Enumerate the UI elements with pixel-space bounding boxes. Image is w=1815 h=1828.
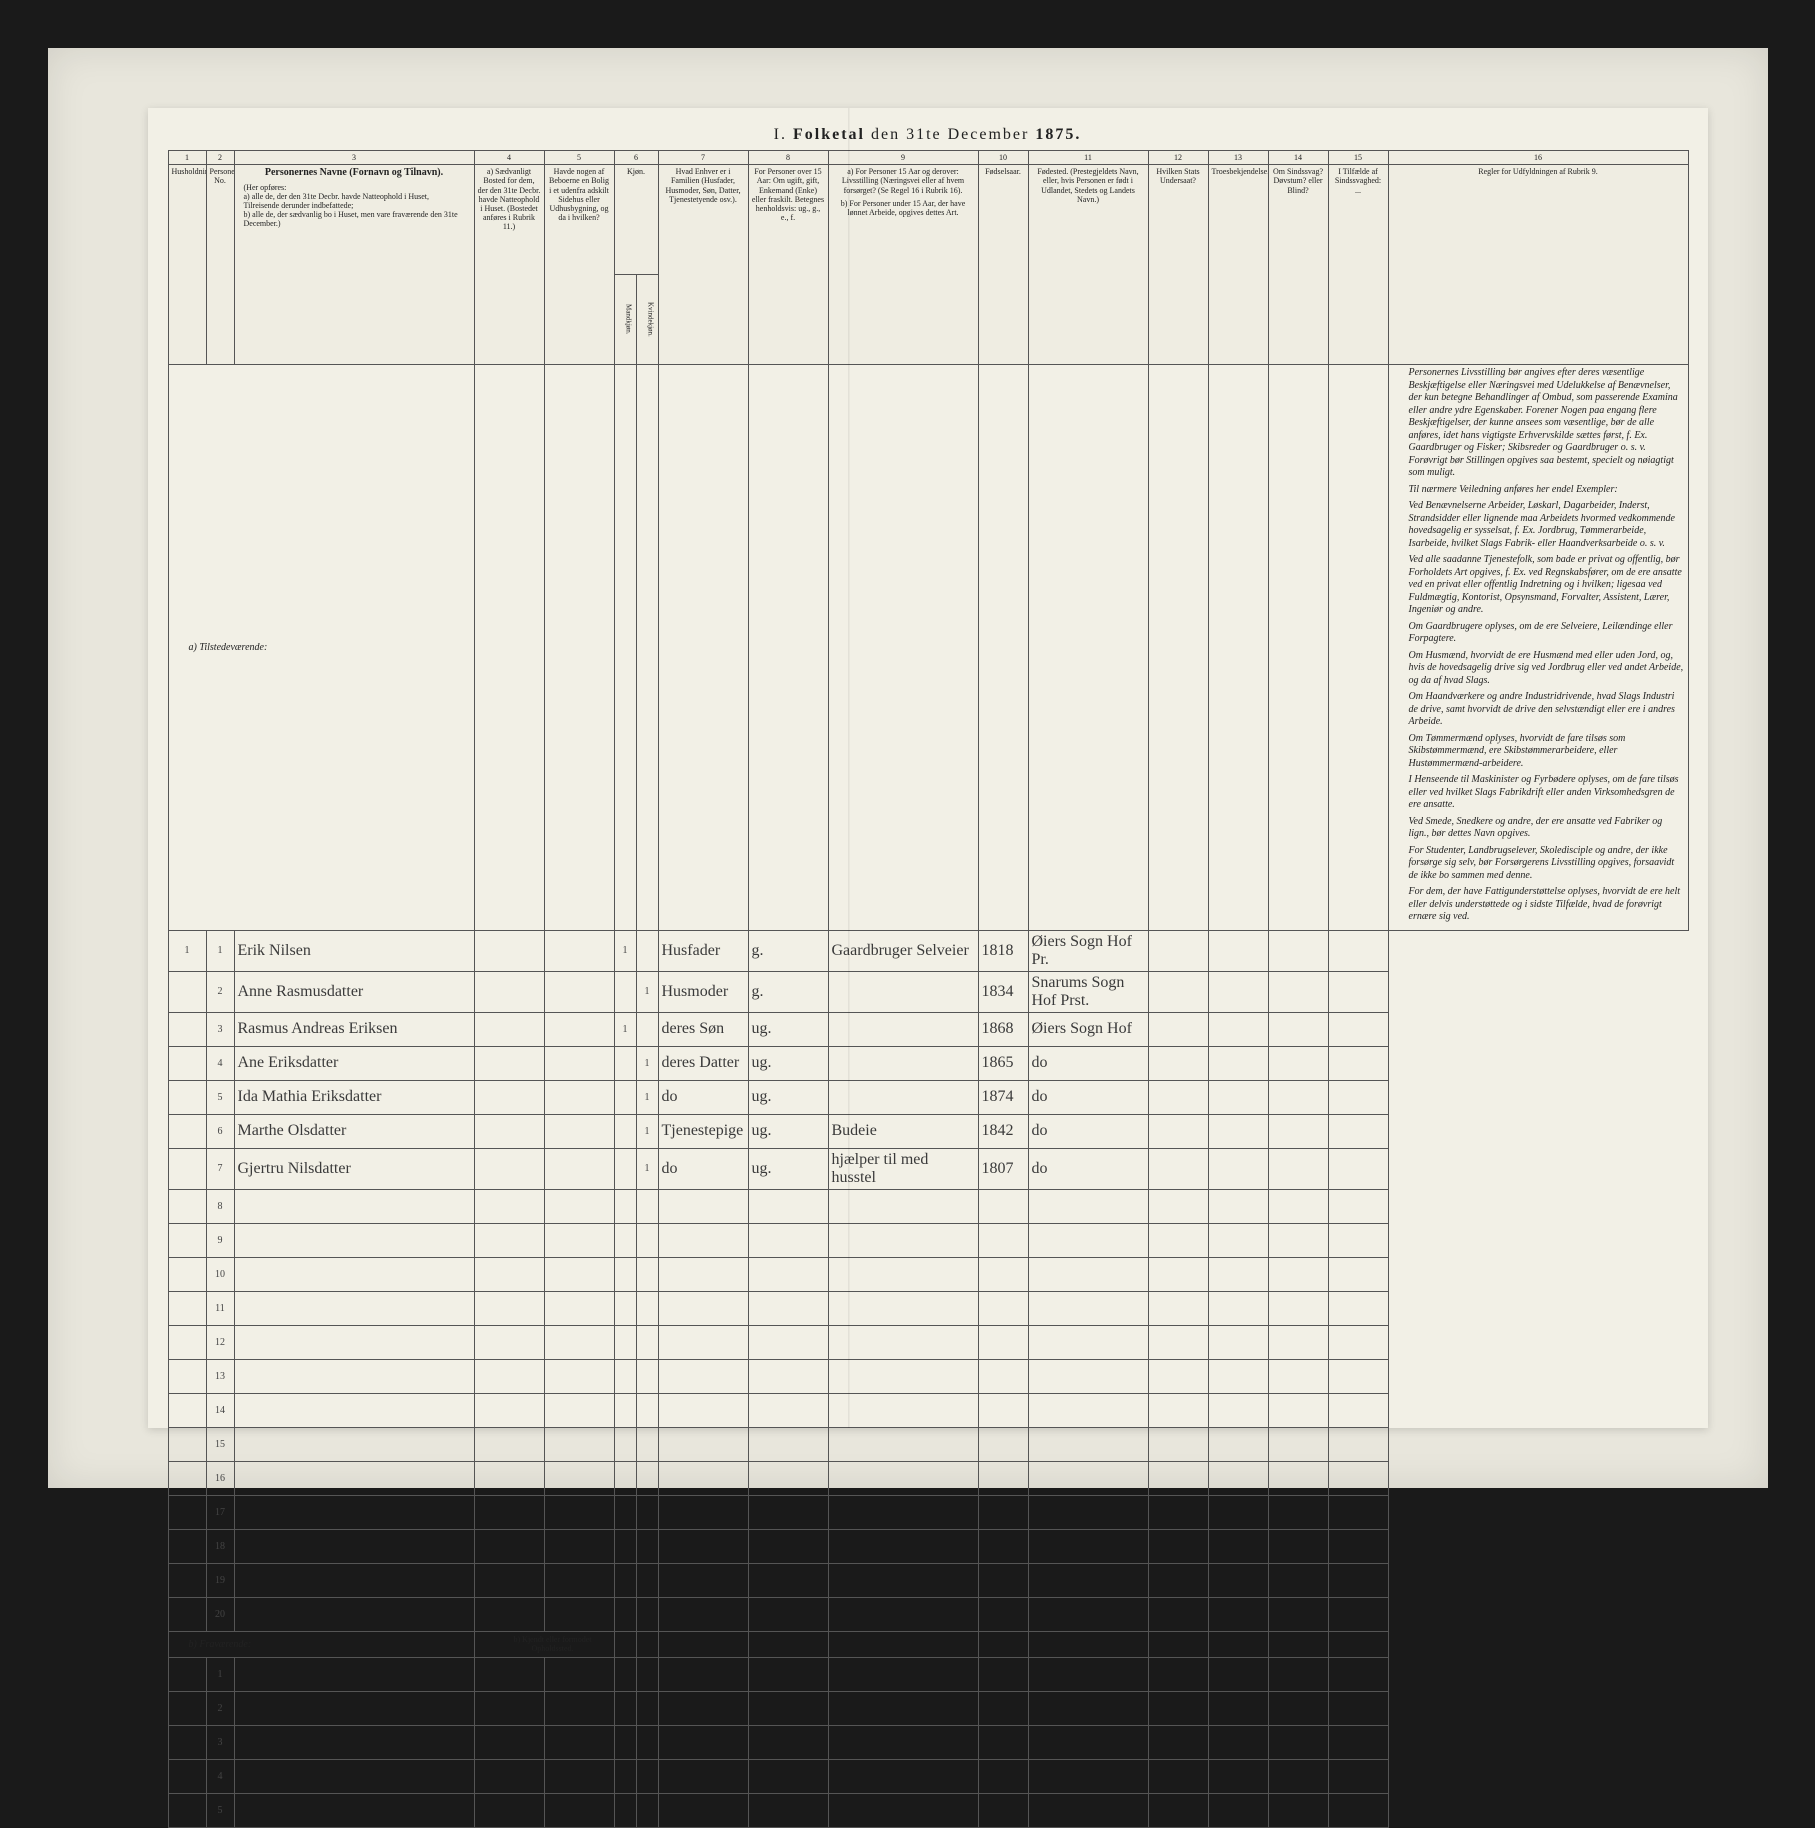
hdr-c6: Kjøn. <box>614 165 658 275</box>
table-row: 15 <box>168 1427 1688 1461</box>
hdr-c9: a) For Personer 15 Aar og derover: Livss… <box>828 165 978 365</box>
hdr-c4: a) Sædvanligt Bosted for dem, der den 31… <box>474 165 544 365</box>
hdr-c8: For Personer over 15 Aar: Om ugift, gift… <box>748 165 828 365</box>
instruction-paragraph: Om Tømmermænd oplyses, hvorvidt de fare … <box>1409 733 1685 771</box>
title-year: 1875. <box>1035 126 1081 143</box>
instruction-paragraph: Om Gaardbrugere oplyses, om de ere Selve… <box>1409 621 1685 646</box>
table-row: 13 <box>168 1359 1688 1393</box>
hdr-c12: Hvilken Stats Undersaat? <box>1148 165 1208 365</box>
table-row: 11Erik Nilsen1Husfaderg.Gaardbruger Selv… <box>168 930 1688 971</box>
section-b-label: b) Fraværende: <box>168 1631 474 1657</box>
instruction-paragraph: Om Haandværkere og andre Industridrivend… <box>1409 691 1685 729</box>
hdr-c9a: a) For Personer 15 Aar og derover: Livss… <box>832 167 975 195</box>
colnum: 14 <box>1268 151 1328 165</box>
table-row: 12 <box>168 1325 1688 1359</box>
table-row: 2Anne Rasmusdatter1Husmoderg.1834Snarums… <box>168 971 1688 1012</box>
hdr-c3: Personernes Navne (Fornavn og Tilnavn). … <box>234 165 474 365</box>
instruction-paragraph: For Studenter, Landbrugselever, Skoledis… <box>1409 845 1685 883</box>
hdr-c10: Fødselsaar. <box>978 165 1028 365</box>
section-a-label: a) Tilstedeværende: <box>168 365 474 931</box>
rows-present-empty: 891011121314151617181920 <box>168 1189 1688 1631</box>
instruction-paragraph: Ved Smede, Snedkere og andre, der ere an… <box>1409 816 1685 841</box>
colnum: 7 <box>658 151 748 165</box>
instruction-paragraph: I Henseende til Maskinister og Fyrbødere… <box>1409 774 1685 812</box>
table-row: 16 <box>168 1461 1688 1495</box>
colnum: 12 <box>1148 151 1208 165</box>
rows-absent-empty: 12345 <box>168 1657 1688 1827</box>
title-main: Folketal <box>793 126 865 143</box>
table-row: 3 <box>168 1725 1688 1759</box>
colnum-row: 1 2 3 4 5 6 7 8 9 10 11 12 13 14 15 16 <box>168 151 1688 165</box>
table-row: 10 <box>168 1257 1688 1291</box>
section-b-col4: b) Kjendt eller formodet Opholdssted. <box>474 1631 614 1657</box>
hdr-c5: Havde nogen af Beboerne en Bolig i et ud… <box>544 165 614 365</box>
colnum: 3 <box>234 151 474 165</box>
hdr-c13: Troesbekjendelse. <box>1208 165 1268 365</box>
colnum: 15 <box>1328 151 1388 165</box>
instruction-paragraph: Om Husmænd, hvorvidt de ere Husmænd med … <box>1409 650 1685 688</box>
colnum: 4 <box>474 151 544 165</box>
hdr-c11: Fødested. (Prestegjeldets Navn, eller, h… <box>1028 165 1148 365</box>
colnum: 16 <box>1388 151 1688 165</box>
title-suffix: den 31te December <box>871 126 1029 143</box>
hdr-c14: Om Sindssvag? Døvstum? eller Blind? <box>1268 165 1328 365</box>
table-row: 2 <box>168 1691 1688 1725</box>
colnum: 13 <box>1208 151 1268 165</box>
table-row: 11 <box>168 1291 1688 1325</box>
hdr-c16: Regler for Udfyldningen af Rubrik 9. <box>1388 165 1688 365</box>
table-row: 14 <box>168 1393 1688 1427</box>
table-row: 3Rasmus Andreas Eriksen1deres Sønug.1868… <box>168 1012 1688 1046</box>
header-row: Husholdninger. Personernes No. Personern… <box>168 165 1688 275</box>
hdr-c3-sub: (Her opføres: a) alle de, der den 31te D… <box>238 183 471 229</box>
section-a: a) Tilstedeværende: Personernes Livsstil… <box>168 365 1688 931</box>
colnum: 6 <box>614 151 658 165</box>
title-prefix: I. <box>774 126 787 143</box>
table-row: 4Ane Eriksdatter1deres Datterug.1865do <box>168 1046 1688 1080</box>
table-row: 9 <box>168 1223 1688 1257</box>
table-row: 17 <box>168 1495 1688 1529</box>
census-page: I. Folketal den 31te December 1875. 1 2 … <box>148 108 1708 1428</box>
hdr-c9b: b) For Personer under 15 Aar, der have l… <box>832 199 975 217</box>
hdr-c2: Personernes No. <box>206 165 234 365</box>
colnum: 11 <box>1028 151 1148 165</box>
rows-present: 11Erik Nilsen1Husfaderg.Gaardbruger Selv… <box>168 930 1688 1189</box>
hdr-c15: I Tilfælde af Sindssvaghed: ... <box>1328 165 1388 365</box>
hdr-c6m: Mandkjøn. <box>614 275 636 365</box>
table-row: 4 <box>168 1759 1688 1793</box>
census-table: 1 2 3 4 5 6 7 8 9 10 11 12 13 14 15 16 H… <box>168 150 1689 1828</box>
instruction-paragraph: Ved Benævnelserne Arbeider, Løskarl, Dag… <box>1409 500 1685 550</box>
instruction-paragraph: Personernes Livsstilling bør angives eft… <box>1409 367 1685 480</box>
table-row: 8 <box>168 1189 1688 1223</box>
section-b: b) Fraværende: b) Kjendt eller formodet … <box>168 1631 1688 1657</box>
table-row: 6Marthe Olsdatter1Tjenestepigeug.Budeie1… <box>168 1114 1688 1148</box>
colnum: 9 <box>828 151 978 165</box>
colnum: 8 <box>748 151 828 165</box>
page-title: I. Folketal den 31te December 1875. <box>148 108 1708 150</box>
table-row: 18 <box>168 1529 1688 1563</box>
hdr-c6k: Kvindekjøn. <box>636 275 658 365</box>
page-fold <box>848 108 850 1428</box>
table-row: 19 <box>168 1563 1688 1597</box>
colnum: 1 <box>168 151 206 165</box>
instructions-cell: Personernes Livsstilling bør angives eft… <box>1388 365 1688 931</box>
table-row: 5 <box>168 1793 1688 1827</box>
instruction-paragraph: For dem, der have Fattigunderstøttelse o… <box>1409 886 1685 924</box>
table-row: 20 <box>168 1597 1688 1631</box>
table-row: 7Gjertru Nilsdatter1doug.hjælper til med… <box>168 1148 1688 1189</box>
instruction-paragraph: Til nærmere Veiledning anføres her endel… <box>1409 484 1685 497</box>
table-row: 1 <box>168 1657 1688 1691</box>
hdr-c3-title: Personernes Navne (Fornavn og Tilnavn). <box>238 167 471 179</box>
scan-frame: I. Folketal den 31te December 1875. 1 2 … <box>48 48 1768 1488</box>
instruction-paragraph: Ved alle saadanne Tjenestefolk, som bade… <box>1409 554 1685 617</box>
colnum: 2 <box>206 151 234 165</box>
hdr-c1: Husholdninger. <box>168 165 206 365</box>
hdr-c7: Hvad Enhver er i Familien (Husfader, Hus… <box>658 165 748 365</box>
table-row: 5Ida Mathia Eriksdatter1doug.1874do <box>168 1080 1688 1114</box>
colnum: 10 <box>978 151 1028 165</box>
colnum: 5 <box>544 151 614 165</box>
